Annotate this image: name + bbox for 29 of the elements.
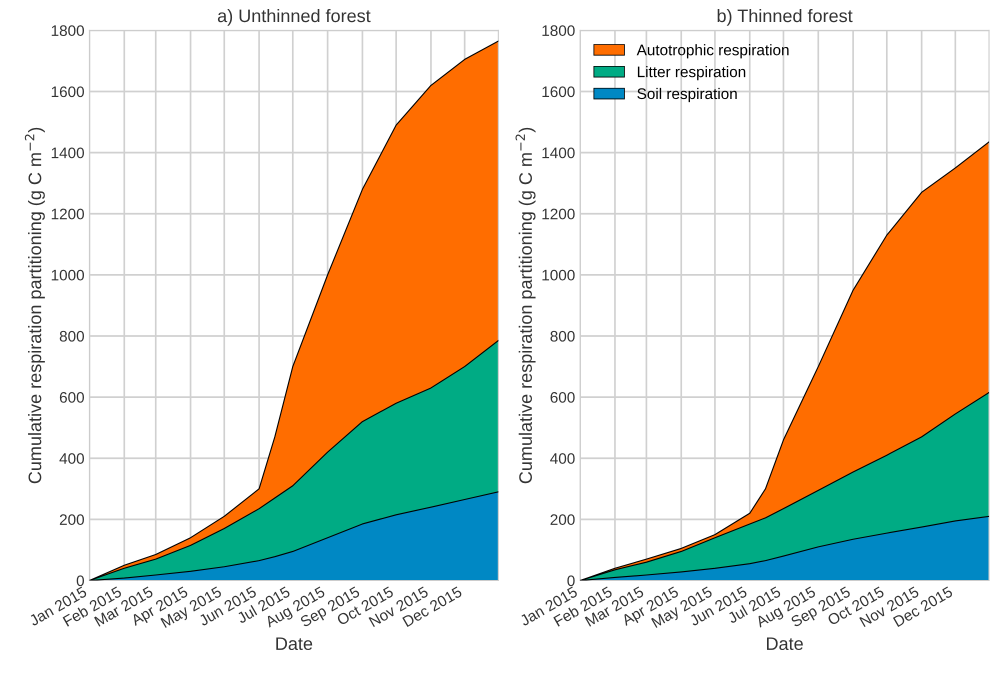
legend-label: Autotrophic respiration [636, 44, 789, 58]
legend-label: Litter respiration [638, 66, 746, 80]
legend-label: Soil respiration [637, 88, 737, 102]
x-axis-title: Date [276, 637, 312, 650]
y-tick-label: 400 [59, 453, 84, 464]
y-tick-label: 1400 [542, 147, 575, 158]
y-tick-label: 1800 [52, 25, 84, 36]
y-tick-label: 1600 [542, 86, 575, 98]
chart-title: a) Unthinned forest [218, 8, 371, 26]
y-tick-label: 1400 [52, 147, 84, 158]
y-tick-label: 1200 [542, 208, 575, 220]
y-tick-label: 600 [60, 392, 84, 403]
y-tick-label: 0 [76, 575, 84, 586]
y-tick-label: 1000 [542, 270, 575, 281]
y-tick-label: 1200 [52, 208, 84, 220]
y-tick-label: 200 [550, 514, 575, 526]
chart-title: b) Thinned forest [718, 8, 853, 26]
y-tick-label: 800 [550, 330, 575, 342]
y-tick-label: 1800 [542, 25, 575, 36]
y-tick-label: 400 [550, 453, 575, 464]
y-tick-label: 200 [60, 514, 84, 526]
y-tick-label: 600 [550, 392, 575, 403]
y-axis-title: Cumulative respiration partitioning (g C m$^{−2}$) [24, 128, 45, 484]
y-tick-label: 0 [567, 575, 575, 586]
x-axis-title: Date [766, 637, 803, 650]
y-tick-label: 1600 [52, 86, 84, 98]
y-tick-label: 800 [60, 330, 84, 342]
y-axis-title: Cumulative respiration partitioning (g C m$^{−2}$) [516, 128, 536, 484]
y-tick-label: 1000 [52, 270, 84, 281]
